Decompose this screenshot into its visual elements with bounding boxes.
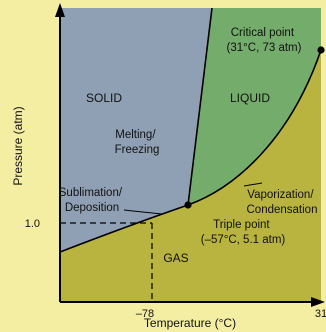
x-tick-label-minus78: –78	[136, 308, 154, 320]
gas-region	[60, 50, 321, 302]
sublimation-pointer	[123, 209, 163, 215]
triple-point-label-line2: (–57°C, 5.1 atm)	[201, 234, 286, 246]
vaporization-curve	[187, 49, 322, 206]
solid-label: SOLID	[86, 91, 122, 105]
x-tick-label-31: 31	[315, 308, 326, 320]
vaporization-pointer	[243, 182, 263, 187]
melting-label-line2: Freezing	[115, 144, 160, 156]
triple-point-label-line1: Triple point	[213, 219, 270, 231]
melting-label-line1: Melting/	[115, 129, 156, 141]
x-axis-arrow	[311, 297, 325, 307]
gas-label: GAS	[163, 251, 188, 265]
triple-point-label: Triple point (–57°C, 5.1 atm)	[201, 219, 286, 246]
liquid-region	[188, 8, 321, 205]
vaporization-label: Vaporization/ Condensation	[247, 189, 318, 216]
vaporization-label-line2: Condensation	[247, 204, 318, 216]
x-axis-title: Temperature (°C)	[144, 316, 236, 330]
sublimation-label-line1: Sublimation/	[59, 187, 123, 199]
critical-point-label: Critical point (31°C, 73 atm)	[227, 27, 302, 54]
sublimation-label: Sublimation/ Deposition	[59, 187, 126, 214]
sublimation-label-line2: Deposition	[65, 202, 119, 214]
solid-region	[60, 8, 212, 252]
vaporization-label-line1: Vaporization/	[247, 189, 314, 201]
sublimation-curve	[59, 204, 189, 253]
critical-point-label-line2: (31°C, 73 atm)	[227, 42, 302, 54]
y-tick-label: 1.0	[25, 218, 40, 230]
critical-point-marker	[317, 46, 325, 54]
liquid-label: LIQUID	[230, 91, 270, 105]
melting-curve	[187, 7, 213, 206]
critical-point-label-line1: Critical point	[231, 27, 295, 39]
y-axis-arrow	[55, 3, 65, 17]
triple-point-marker	[184, 201, 192, 209]
y-axis-title: Pressure (atm)	[11, 106, 25, 185]
melting-label: Melting/ Freezing	[115, 129, 160, 156]
